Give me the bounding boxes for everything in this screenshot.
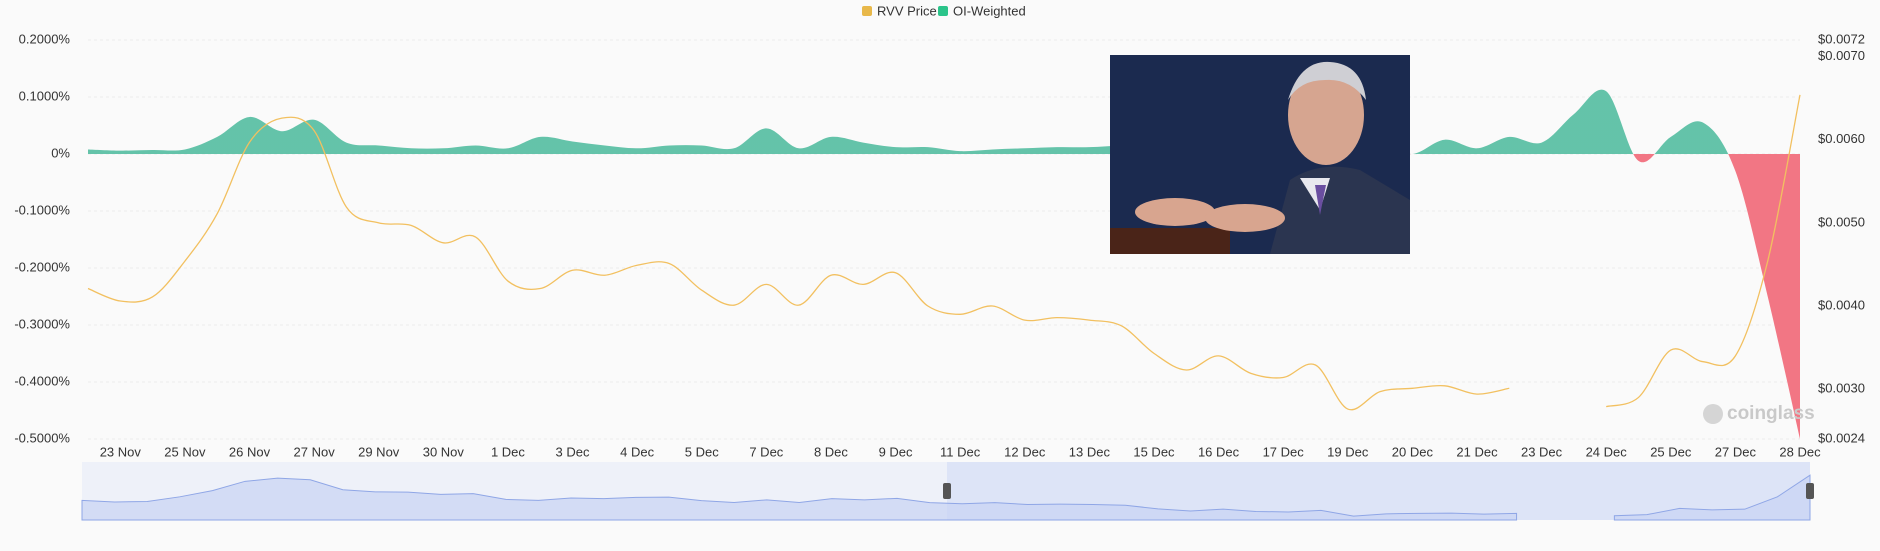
watermark-logo <box>1703 404 1723 424</box>
x-tick-label: 29 Nov <box>358 444 400 459</box>
x-tick-label: 4 Dec <box>620 444 654 459</box>
legend-label: RVV Price <box>877 3 937 18</box>
x-tick-label: 13 Dec <box>1069 444 1111 459</box>
x-tick-label: 3 Dec <box>556 444 590 459</box>
x-tick-label: 15 Dec <box>1133 444 1175 459</box>
x-tick-label: 28 Dec <box>1779 444 1821 459</box>
y2-tick-label: $0.0024 <box>1818 430 1865 445</box>
x-tick-label: 27 Nov <box>294 444 336 459</box>
x-tick-label: 21 Dec <box>1456 444 1498 459</box>
x-tick-label: 20 Dec <box>1392 444 1434 459</box>
y2-tick-label: $0.0030 <box>1818 381 1865 396</box>
photo <box>1110 55 1410 254</box>
x-tick-label: 30 Nov <box>423 444 465 459</box>
y2-tick-label: $0.0060 <box>1818 131 1865 146</box>
y2-tick-label: $0.0072 <box>1818 31 1865 46</box>
y2-tick-label: $0.0070 <box>1818 48 1865 63</box>
x-tick-label: 24 Dec <box>1586 444 1628 459</box>
y-tick-label: 0% <box>51 145 70 160</box>
y2-tick-label: $0.0040 <box>1818 297 1865 312</box>
x-tick-label: 26 Nov <box>229 444 271 459</box>
watermark: coinglass <box>1727 403 1815 424</box>
y-tick-label: -0.1000% <box>14 202 70 217</box>
x-tick-label: 17 Dec <box>1263 444 1305 459</box>
y-tick-label: -0.4000% <box>14 373 70 388</box>
plot-layer <box>88 39 1800 440</box>
x-tick-label: 8 Dec <box>814 444 848 459</box>
legend-swatch <box>938 6 948 16</box>
navigator-handle[interactable] <box>1806 483 1814 499</box>
x-tick-label: 27 Dec <box>1715 444 1757 459</box>
y-tick-label: -0.2000% <box>14 259 70 274</box>
price-line <box>87 116 1510 411</box>
funding-area <box>88 89 1800 439</box>
x-tick-label: 23 Nov <box>100 444 142 459</box>
y-tick-label: 0.1000% <box>19 88 71 103</box>
price-line <box>1606 94 1801 408</box>
x-tick-label: 11 Dec <box>940 444 981 459</box>
y2-tick-label: $0.0050 <box>1818 214 1865 229</box>
x-tick-label: 16 Dec <box>1198 444 1240 459</box>
legend-swatch <box>862 6 872 16</box>
y-tick-label: -0.3000% <box>14 316 70 331</box>
x-tick-label: 1 Dec <box>491 444 525 459</box>
y-tick-label: 0.2000% <box>19 31 71 46</box>
legend-label: OI-Weighted <box>953 3 1026 18</box>
x-tick-label: 12 Dec <box>1004 444 1046 459</box>
x-tick-label: 5 Dec <box>685 444 719 459</box>
y-tick-label: -0.5000% <box>14 430 70 445</box>
x-tick-label: 19 Dec <box>1327 444 1369 459</box>
x-tick-label: 23 Dec <box>1521 444 1563 459</box>
x-tick-label: 25 Dec <box>1650 444 1692 459</box>
navigator-handle[interactable] <box>943 483 951 499</box>
x-tick-label: 7 Dec <box>749 444 783 459</box>
x-tick-label: 25 Nov <box>164 444 206 459</box>
x-tick-label: 9 Dec <box>879 444 913 459</box>
navigator-area <box>81 477 1518 521</box>
